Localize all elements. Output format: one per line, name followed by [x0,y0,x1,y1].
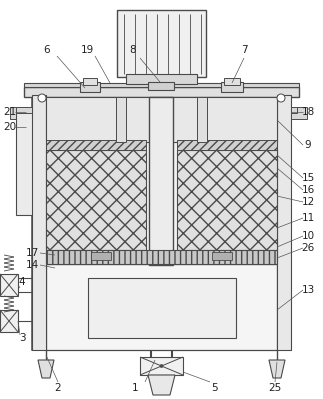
Text: 20: 20 [4,122,16,132]
Bar [16,107,32,113]
Text: 17: 17 [26,248,39,258]
Circle shape [38,94,46,102]
Text: 15: 15 [301,173,315,183]
Bar [126,74,197,84]
Text: 13: 13 [301,285,315,295]
Bar [149,97,173,265]
Bar [32,95,46,350]
Bar [88,278,236,338]
Bar [140,357,183,375]
Text: 26: 26 [301,243,315,253]
Bar [91,252,111,260]
Bar [116,97,126,142]
Text: 18: 18 [301,107,315,117]
Bar [32,95,291,350]
Bar [291,107,297,113]
Text: 9: 9 [305,140,311,150]
Bar [46,250,277,264]
Text: 5: 5 [212,383,218,393]
Bar [221,82,243,92]
Text: 14: 14 [26,260,39,270]
Bar [80,82,100,92]
Polygon shape [148,375,175,395]
Bar [277,95,291,350]
Text: 11: 11 [301,213,315,223]
Bar [0,274,18,296]
Text: 12: 12 [301,197,315,207]
Bar [177,150,277,250]
Bar [46,264,277,350]
Bar [0,310,18,332]
Text: 7: 7 [241,45,247,55]
Text: 10: 10 [301,231,315,241]
Text: 21: 21 [3,107,16,117]
Bar [291,107,307,119]
Bar [16,110,33,215]
Bar [46,150,146,250]
Text: 8: 8 [130,45,136,55]
Bar [24,87,299,97]
Bar [24,83,299,87]
Polygon shape [269,360,285,378]
Bar [10,107,16,119]
Bar [177,140,277,150]
Circle shape [277,94,285,102]
Bar [224,78,240,85]
Text: 1: 1 [132,383,138,393]
Text: 16: 16 [301,185,315,195]
Text: 3: 3 [19,333,25,343]
Bar [148,82,174,90]
Bar [46,97,277,142]
Text: 25: 25 [268,383,282,393]
Bar [197,97,207,142]
Bar [117,10,206,77]
Polygon shape [38,360,54,378]
Bar [83,78,97,85]
Text: 4: 4 [19,277,25,287]
Text: 19: 19 [80,45,94,55]
Bar [212,252,232,260]
Bar [46,140,146,150]
Circle shape [160,365,163,367]
Text: 2: 2 [55,383,61,393]
Text: 6: 6 [44,45,50,55]
